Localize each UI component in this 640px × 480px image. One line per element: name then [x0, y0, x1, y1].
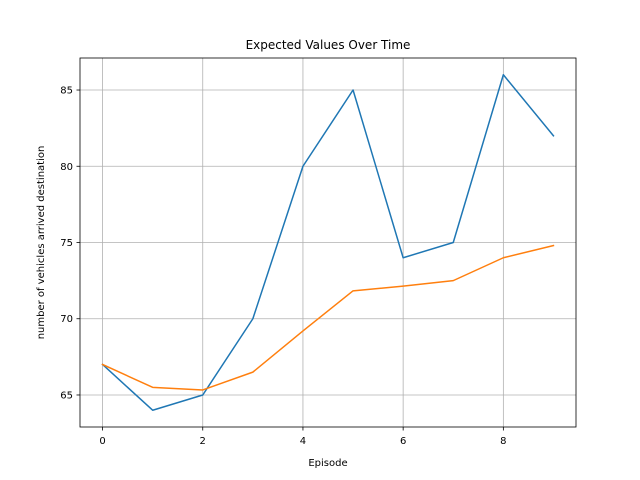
y-tick-label: 75 [60, 238, 73, 249]
axis-ticks: 0 2 4 6 8 65 70 75 80 85 [60, 86, 506, 447]
data-series [101, 74, 555, 411]
x-tick-label: 6 [400, 436, 406, 447]
x-tick-label: 0 [99, 436, 105, 447]
y-tick-label: 65 [60, 390, 73, 401]
series-line-2 [101, 244, 555, 391]
y-tick-label: 85 [60, 86, 73, 97]
y-tick-label: 70 [60, 314, 73, 325]
grid-lines [80, 58, 576, 427]
y-tick-label: 80 [60, 162, 73, 173]
x-tick-label: 2 [200, 436, 206, 447]
x-tick-label: 4 [300, 436, 306, 447]
x-tick-label: 8 [500, 436, 506, 447]
x-axis-label: Episode [308, 458, 347, 469]
y-axis-label: number of vehicles arrived destination [36, 146, 47, 340]
chart-title: Expected Values Over Time [246, 38, 411, 52]
series-line-1 [101, 74, 555, 411]
